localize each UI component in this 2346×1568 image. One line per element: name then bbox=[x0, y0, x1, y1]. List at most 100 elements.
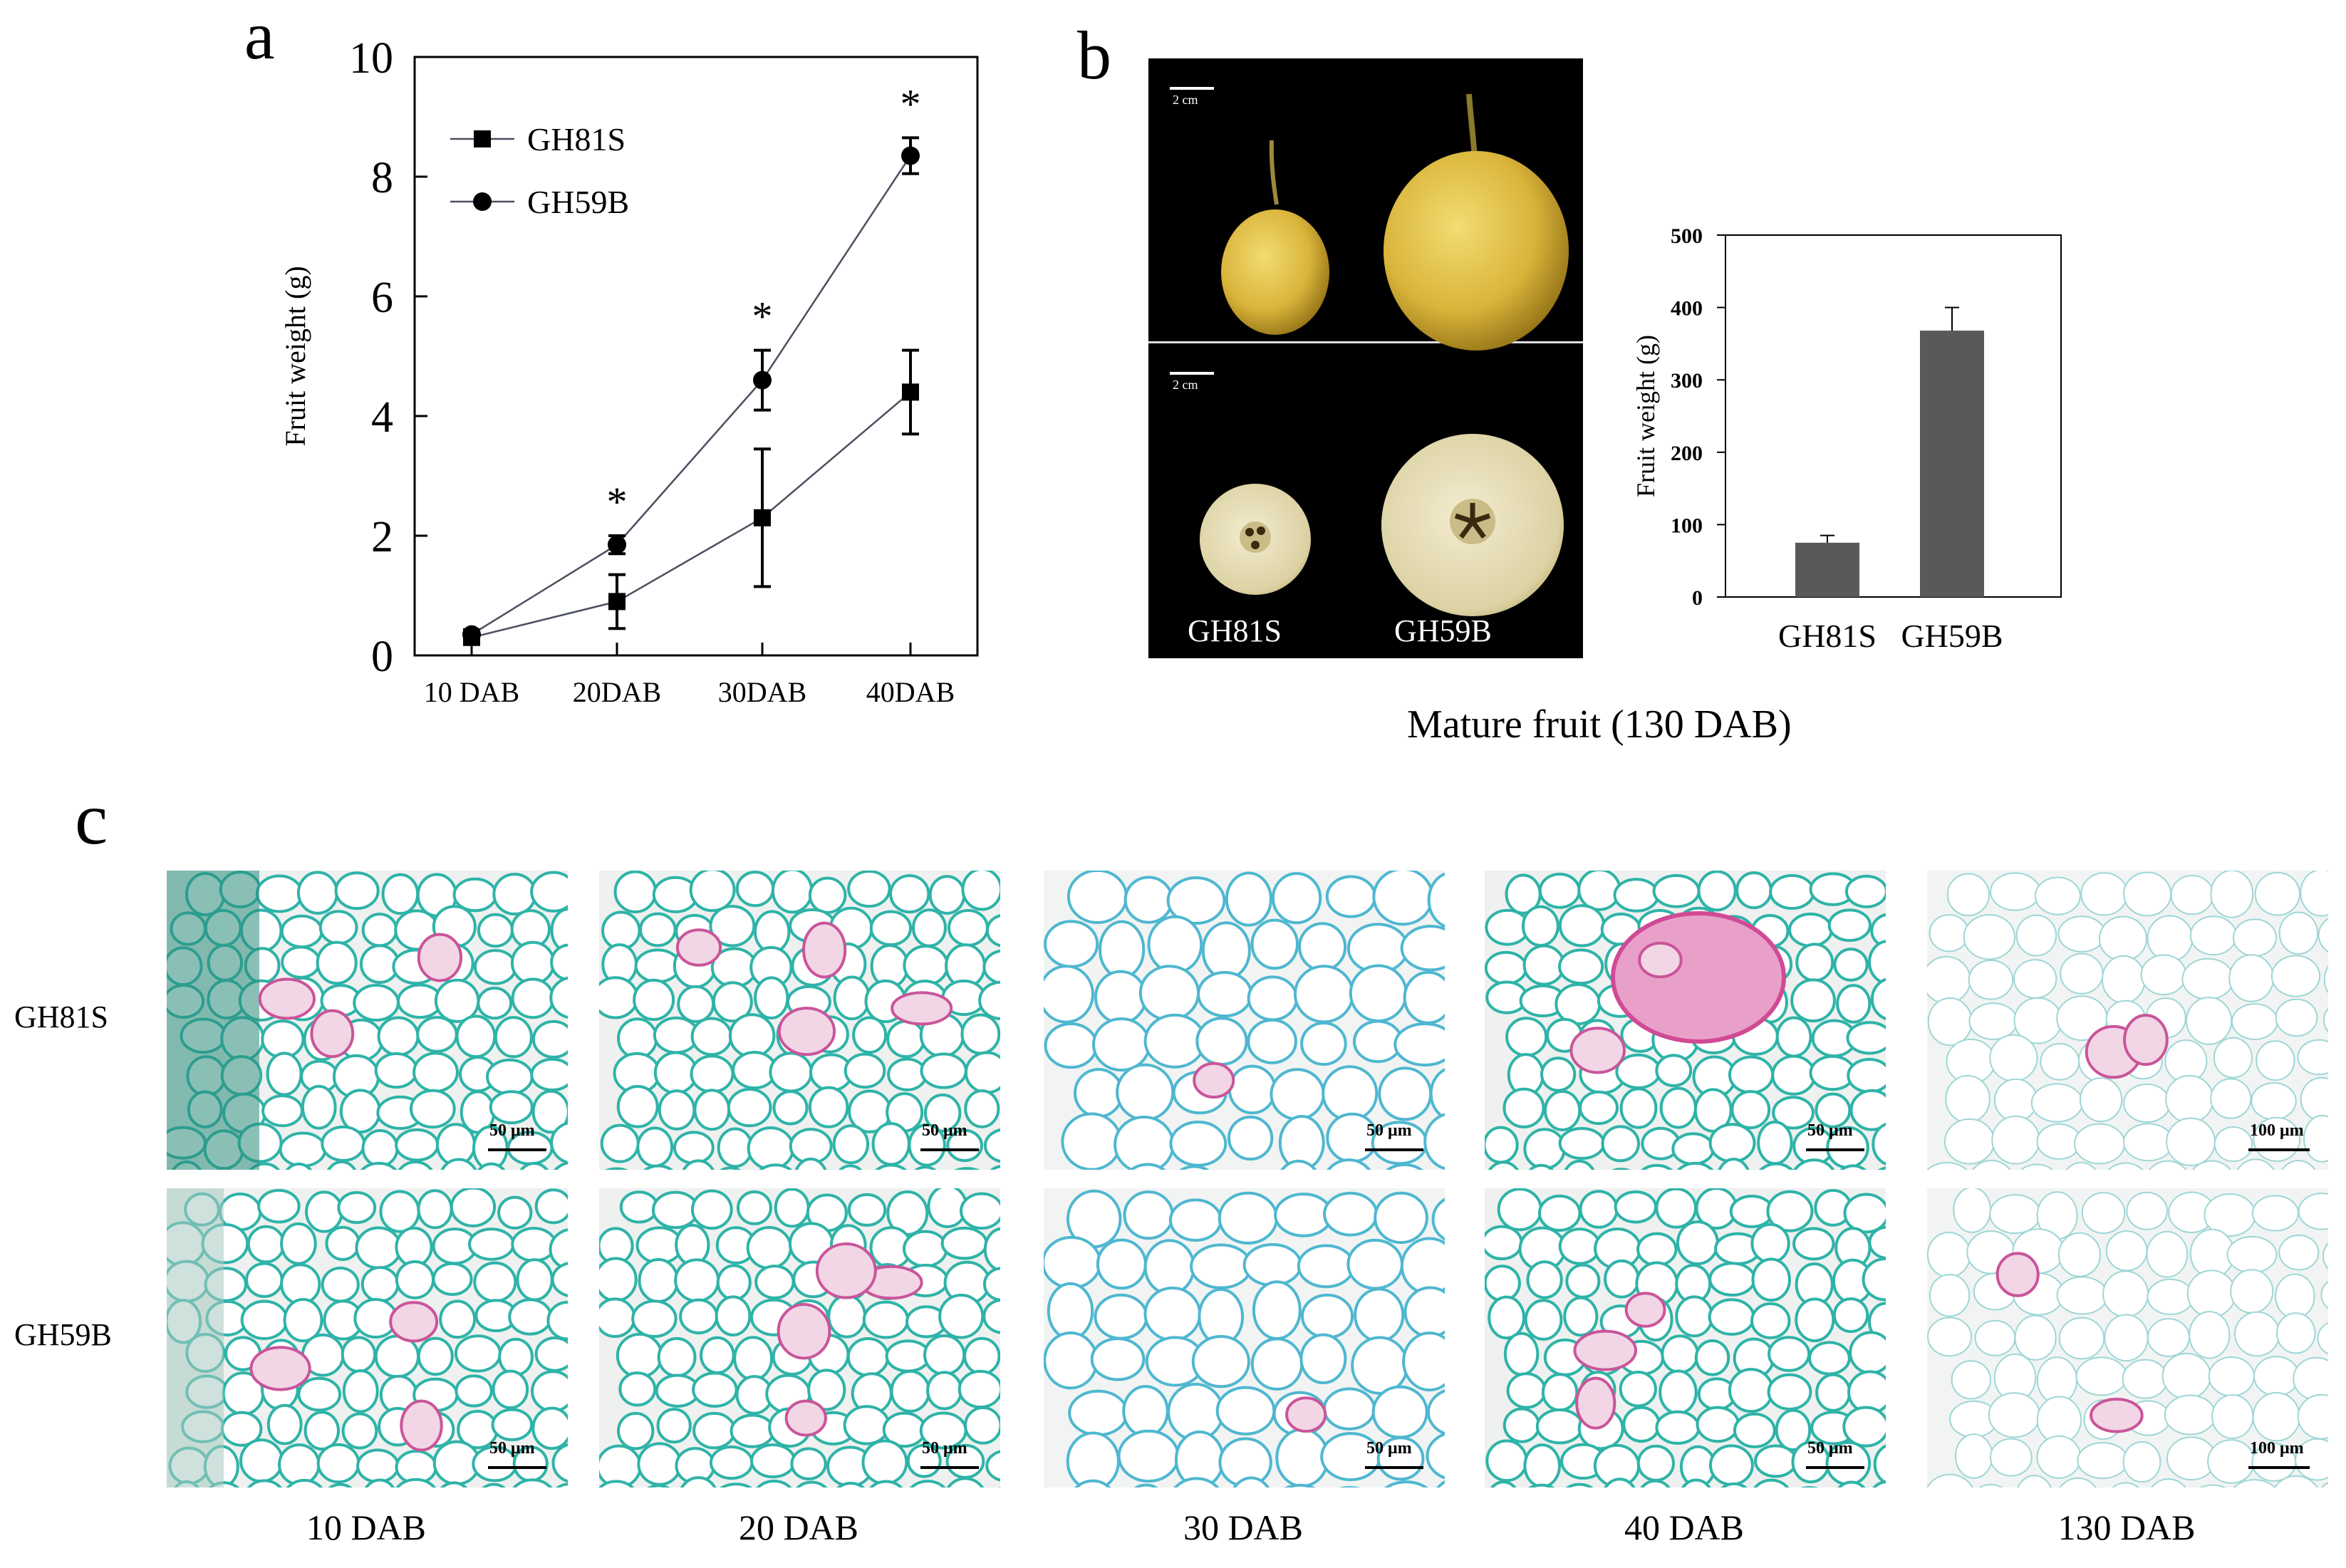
cell bbox=[964, 1051, 1000, 1094]
cell bbox=[647, 1484, 670, 1487]
cell bbox=[1766, 1190, 1814, 1232]
cell bbox=[473, 949, 517, 985]
cell bbox=[689, 871, 736, 913]
cell bbox=[2122, 1359, 2169, 1399]
cell bbox=[719, 1166, 742, 1170]
cell bbox=[1543, 1090, 1582, 1131]
cell bbox=[1988, 1392, 2041, 1438]
cell bbox=[1117, 1429, 1180, 1483]
point-gh59b bbox=[608, 535, 626, 554]
cell bbox=[1577, 871, 1621, 911]
cell bbox=[285, 1162, 313, 1170]
micrograph-column-label-30dab: 30 DAB bbox=[1183, 1507, 1304, 1547]
legend-label-gh81s: GH81S bbox=[527, 121, 626, 157]
cell bbox=[1681, 1478, 1711, 1487]
cell bbox=[1485, 1126, 1519, 1164]
cell bbox=[246, 1225, 286, 1264]
cell bbox=[395, 1260, 435, 1299]
cell bbox=[982, 949, 1000, 985]
cell bbox=[1815, 1373, 1852, 1412]
cell bbox=[982, 1267, 1000, 1302]
cell bbox=[1168, 1198, 1223, 1242]
cell bbox=[2101, 955, 2146, 1004]
cell bbox=[2213, 1126, 2253, 1163]
cell bbox=[1485, 1265, 1521, 1302]
cell bbox=[297, 1376, 342, 1412]
micrograph-gh59b-30dab: 50 μm bbox=[1044, 1188, 1445, 1487]
cell bbox=[2226, 1235, 2278, 1274]
cell bbox=[733, 1336, 774, 1381]
cell bbox=[638, 1257, 679, 1303]
cell bbox=[1147, 915, 1203, 975]
cell bbox=[2323, 965, 2328, 994]
cell bbox=[2059, 1477, 2097, 1487]
cell bbox=[1993, 1078, 2038, 1122]
cell bbox=[337, 1191, 377, 1225]
cell bbox=[1720, 1482, 1748, 1487]
cell bbox=[1767, 1373, 1812, 1411]
cell bbox=[1951, 1360, 1991, 1400]
cell bbox=[909, 1480, 946, 1487]
cell bbox=[2230, 1269, 2274, 1314]
cell bbox=[1179, 1165, 1210, 1170]
cell bbox=[836, 1482, 866, 1487]
cell bbox=[2020, 1163, 2054, 1170]
cell bbox=[923, 1094, 962, 1133]
cell bbox=[1378, 1066, 1433, 1121]
plot-frame bbox=[413, 56, 979, 657]
cell bbox=[728, 1013, 776, 1059]
cell bbox=[1094, 1293, 1148, 1340]
y-axis-label: Fruit weight (g) bbox=[279, 266, 311, 446]
cell bbox=[1640, 1163, 1673, 1170]
stone-cell bbox=[1575, 1376, 1616, 1430]
cell bbox=[1402, 1331, 1445, 1392]
cell bbox=[982, 1298, 1000, 1334]
cell bbox=[511, 977, 555, 1019]
cell bbox=[534, 1188, 568, 1225]
cell bbox=[772, 1090, 809, 1126]
cell bbox=[1385, 1163, 1423, 1170]
cell bbox=[510, 940, 556, 985]
cell bbox=[342, 1369, 379, 1413]
cell bbox=[1505, 1017, 1548, 1057]
cell bbox=[255, 874, 303, 913]
cell bbox=[790, 1447, 827, 1480]
cell bbox=[1929, 914, 1970, 952]
cell bbox=[2075, 1356, 2128, 1396]
cell bbox=[1242, 1242, 1302, 1287]
cell bbox=[2322, 1007, 2328, 1033]
cell bbox=[1270, 1068, 1325, 1121]
cell bbox=[758, 1163, 793, 1170]
cell bbox=[1351, 1336, 1409, 1395]
cell bbox=[1708, 1444, 1754, 1486]
panel-label-b: b bbox=[1077, 17, 1111, 93]
cell bbox=[1750, 1302, 1791, 1339]
cell bbox=[1990, 872, 2041, 911]
cell bbox=[1485, 1225, 1523, 1261]
cell bbox=[643, 1164, 674, 1170]
cell bbox=[2208, 1356, 2255, 1397]
cell bbox=[947, 908, 989, 947]
cell bbox=[1323, 1191, 1379, 1237]
cell bbox=[2295, 1438, 2328, 1481]
cell bbox=[1393, 1022, 1445, 1066]
cell bbox=[355, 1226, 403, 1270]
micrograph-tissue-illustration bbox=[1927, 1188, 2328, 1487]
cell bbox=[1792, 1227, 1835, 1261]
micrograph-gh59b-130dab: 100 μm bbox=[1927, 1188, 2328, 1487]
cell bbox=[794, 1157, 827, 1170]
cell bbox=[1094, 970, 1148, 1024]
stone-cell bbox=[249, 1346, 311, 1391]
cell bbox=[1497, 1188, 1542, 1232]
cell bbox=[489, 1090, 534, 1125]
stone-cell bbox=[258, 977, 316, 1020]
cell bbox=[1788, 913, 1833, 947]
micrograph-row-label-gh81s: GH81S bbox=[14, 1000, 109, 1034]
cell bbox=[808, 876, 847, 914]
cell bbox=[1842, 1406, 1886, 1448]
micrograph-gh81s-10dab: 50 μm bbox=[167, 871, 568, 1170]
y-tick-label: 10 bbox=[349, 34, 393, 83]
micrograph-tissue-illustration bbox=[1927, 871, 2328, 1170]
micrograph-gh81s-30dab: 50 μm bbox=[1044, 871, 1445, 1170]
cell bbox=[717, 1127, 754, 1168]
